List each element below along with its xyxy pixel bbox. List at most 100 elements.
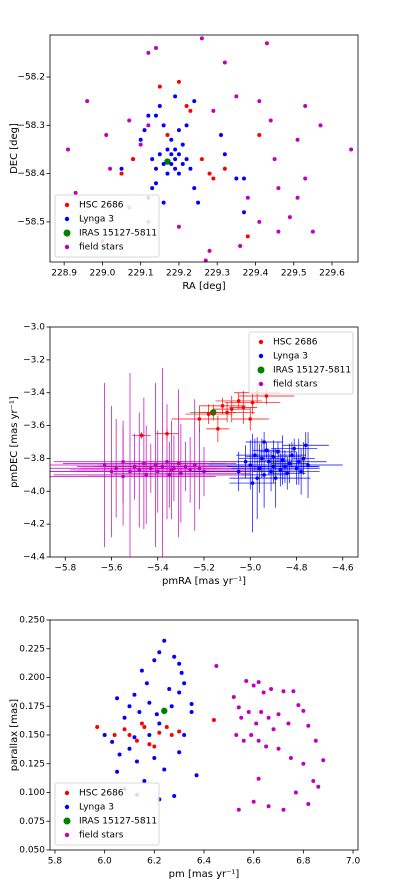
- point: [153, 46, 158, 51]
- point: [127, 118, 132, 123]
- point: [276, 712, 281, 717]
- point: [161, 161, 166, 166]
- legend-label: field stars: [79, 243, 124, 253]
- legend-marker: [258, 353, 264, 359]
- point: [177, 690, 182, 695]
- point: [292, 446, 296, 451]
- point: [321, 758, 326, 763]
- point: [243, 459, 248, 464]
- point: [139, 433, 144, 438]
- point: [236, 807, 241, 812]
- point: [249, 733, 254, 737]
- point: [203, 258, 208, 262]
- point: [271, 464, 276, 469]
- point: [257, 466, 262, 471]
- y-tick-label: −4.2: [23, 520, 45, 530]
- point: [211, 176, 216, 181]
- point: [257, 132, 262, 137]
- point: [207, 171, 212, 176]
- point: [236, 469, 241, 474]
- x-tick-label: 5.8: [48, 857, 63, 867]
- point: [188, 166, 193, 171]
- point: [276, 186, 281, 191]
- point: [127, 704, 132, 709]
- point: [95, 724, 100, 729]
- y-tick-label: 0.175: [19, 702, 45, 712]
- point: [182, 681, 187, 686]
- point: [244, 678, 249, 683]
- point: [231, 695, 236, 700]
- point: [165, 431, 169, 436]
- point: [239, 715, 244, 720]
- x-tick-label: 229.4: [243, 269, 269, 279]
- point: [169, 733, 174, 737]
- point: [219, 132, 224, 137]
- point: [214, 664, 219, 668]
- y-tick-label: −4.0: [23, 487, 45, 497]
- point: [316, 784, 321, 789]
- x-tick-label: 7.0: [346, 857, 361, 867]
- point: [119, 166, 124, 171]
- point: [139, 721, 144, 726]
- y-tick-label: −3.2: [23, 355, 45, 365]
- point: [153, 166, 158, 171]
- legend-marker: [257, 366, 265, 374]
- y-tick-label: 0.200: [19, 673, 45, 683]
- point: [184, 123, 189, 128]
- point: [268, 118, 273, 123]
- point: [153, 181, 158, 186]
- point: [146, 123, 151, 128]
- point: [311, 779, 316, 783]
- point: [197, 417, 202, 421]
- point: [138, 137, 143, 142]
- x-tick-label: −4.6: [332, 564, 354, 574]
- x-tick-label: 6.0: [97, 857, 112, 867]
- point: [169, 152, 174, 157]
- point: [165, 171, 170, 176]
- point: [132, 735, 137, 740]
- point: [169, 137, 174, 142]
- point: [184, 157, 189, 162]
- point: [196, 200, 201, 205]
- point: [234, 176, 239, 181]
- panel: 5.8 6.0 6.2 6.4 6.6 6.8 7.0 0.250 0.225 0.200 0.17…: [9, 616, 360, 881]
- y-tick-label: 0.250: [19, 616, 45, 626]
- point: [276, 450, 280, 454]
- y-axis-label: parallax [mas]: [9, 699, 20, 771]
- point: [301, 456, 306, 461]
- point: [154, 712, 159, 717]
- x-tick-label: −5.8: [54, 564, 76, 574]
- point: [177, 661, 182, 666]
- point: [121, 474, 125, 479]
- point: [207, 248, 212, 253]
- point: [110, 739, 115, 744]
- point: [152, 658, 157, 663]
- x-tick-label: −5.6: [101, 564, 123, 574]
- point: [303, 176, 308, 181]
- point: [295, 137, 300, 142]
- point: [153, 113, 158, 118]
- point: [192, 186, 197, 191]
- x-axis-label: pm [mas yr⁻¹]: [169, 869, 240, 880]
- point: [222, 60, 227, 65]
- point: [161, 123, 166, 128]
- legend-label: IRAS 15127-5811: [79, 817, 157, 827]
- point: [192, 99, 197, 104]
- point: [251, 683, 256, 688]
- point: [264, 744, 269, 749]
- point: [278, 468, 283, 472]
- point: [138, 142, 143, 147]
- point: [241, 210, 246, 215]
- legend-label: IRAS 15127-5811: [273, 366, 351, 376]
- x-tick-label: 229.0: [90, 269, 116, 279]
- point: [250, 400, 255, 405]
- point: [241, 405, 246, 410]
- x-axis-label: pmRA [mas yr⁻¹]: [162, 576, 246, 587]
- point: [173, 147, 178, 152]
- point: [169, 161, 174, 166]
- legend-label: HSC 2686: [79, 789, 124, 799]
- point: [254, 721, 259, 726]
- point: [122, 715, 127, 720]
- point: [184, 103, 189, 108]
- point: [179, 471, 183, 476]
